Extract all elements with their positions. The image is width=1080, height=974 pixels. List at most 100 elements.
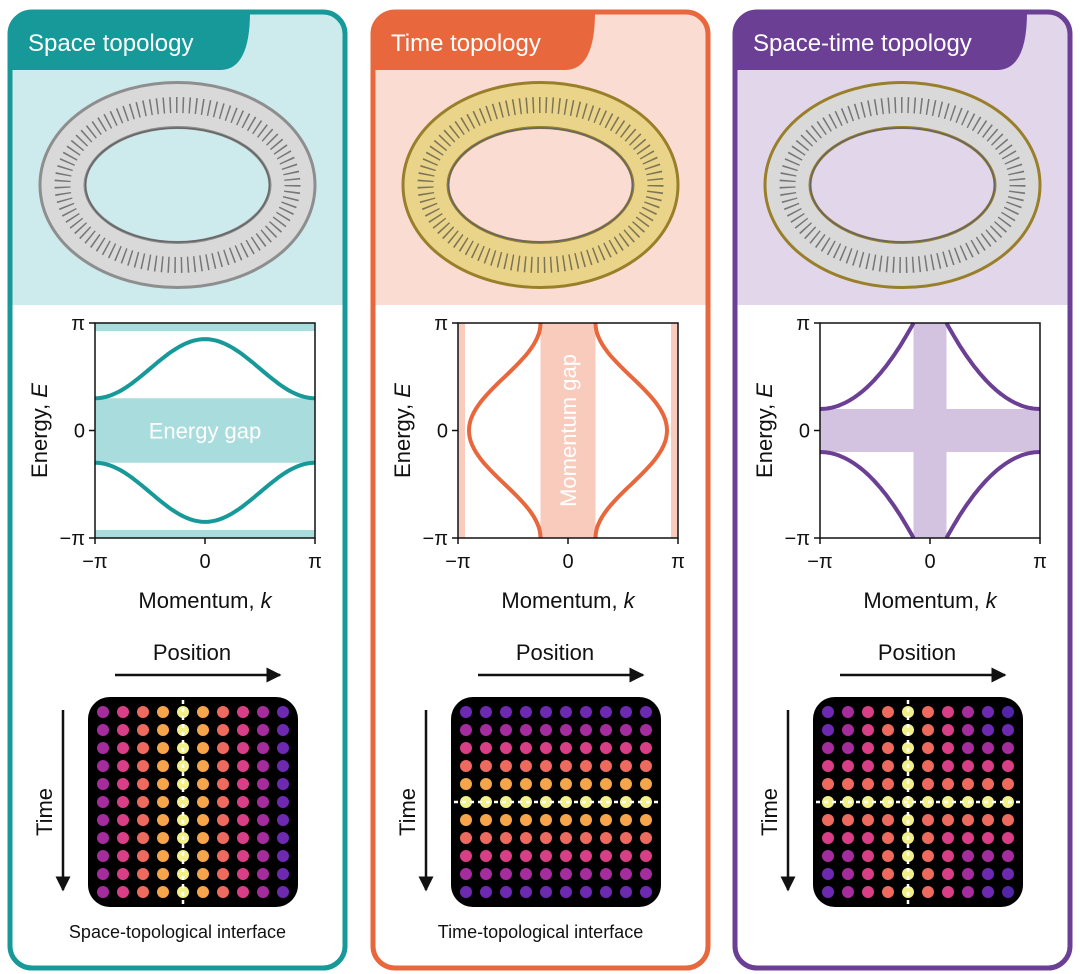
- lattice-dot: [560, 814, 572, 826]
- band-curve: [944, 450, 1041, 539]
- lattice-dot: [620, 778, 632, 790]
- lattice-dot: [257, 778, 269, 790]
- lattice-dot: [922, 832, 934, 844]
- y-axis-label: Energy, E: [390, 383, 415, 478]
- panel: Time topology Momentum gap π 0 −π−π 0 π Energy,…: [370, 9, 711, 971]
- lattice-dot: [157, 742, 169, 754]
- lattice-dot: [460, 706, 472, 718]
- lattice-dot: [217, 706, 229, 718]
- lattice-dot: [620, 814, 632, 826]
- band-curve: [944, 322, 1041, 411]
- lattice-dot: [982, 886, 994, 898]
- lattice-dot: [257, 832, 269, 844]
- ring-inner-edge: [809, 127, 996, 243]
- time-label: Time: [395, 788, 420, 836]
- lattice-dot: [137, 778, 149, 790]
- lattice-dot: [520, 760, 532, 772]
- lattice-dot: [480, 706, 492, 718]
- lattice-dot: [600, 814, 612, 826]
- lattice-dot: [560, 832, 572, 844]
- lattice-dot: [982, 814, 994, 826]
- x-label-text: Momentum,: [138, 588, 254, 613]
- lattice-dot: [580, 814, 592, 826]
- lattice-dot: [540, 886, 552, 898]
- lattice-dot: [237, 724, 249, 736]
- band-curve: [466, 322, 543, 539]
- lattice-dot: [822, 832, 834, 844]
- lattice-dot: [480, 886, 492, 898]
- lattice-dot: [177, 724, 189, 736]
- lattice-dot: [277, 850, 289, 862]
- y-label-text: Energy,: [752, 404, 777, 478]
- lattice-dot: [500, 724, 512, 736]
- ring-ticks: [54, 97, 301, 273]
- edge-shade: [458, 323, 465, 538]
- lattice-dot: [922, 706, 934, 718]
- lattice-dot: [982, 760, 994, 772]
- lattice-dot: [560, 778, 572, 790]
- lattice-dot: [822, 868, 834, 880]
- y-tick-label: 0: [74, 421, 85, 443]
- lattice-dot: [620, 706, 632, 718]
- x-label-var: k: [986, 588, 998, 613]
- lattice-dot: [640, 814, 652, 826]
- lattice-dot: [277, 814, 289, 826]
- position-label: Position: [878, 640, 956, 665]
- x-tick-label: 0: [924, 551, 935, 573]
- lattice-dot: [460, 742, 472, 754]
- lattice-dot: [862, 832, 874, 844]
- lattice-dot: [882, 814, 894, 826]
- lattice-dot: [137, 706, 149, 718]
- position-label: Position: [516, 640, 594, 665]
- x-label-var: k: [624, 588, 636, 613]
- panel: Space-time topology π 0 −π−π 0 π Energy, E Momen…: [732, 9, 1073, 971]
- lattice-dot: [97, 886, 109, 898]
- y-label-text: Energy,: [390, 404, 415, 478]
- lattice-dot: [237, 814, 249, 826]
- lattice-dot: [137, 868, 149, 880]
- lattice-dot: [277, 832, 289, 844]
- lattice-dot: [962, 850, 974, 862]
- band-curve: [819, 450, 916, 539]
- lattice-dot: [540, 742, 552, 754]
- lattice-dot: [560, 742, 572, 754]
- lattice-dot: [500, 832, 512, 844]
- lattice-dot: [520, 886, 532, 898]
- x-tick-label: −π: [445, 551, 470, 573]
- lattice-dot: [137, 850, 149, 862]
- lattice-dot: [500, 850, 512, 862]
- lattice-dot: [842, 760, 854, 772]
- lattice-dot: [137, 886, 149, 898]
- lattice-dot: [237, 850, 249, 862]
- lattice-dot: [500, 778, 512, 790]
- lattice-dot: [862, 868, 874, 880]
- y-tick-label: −π: [785, 528, 810, 550]
- lattice-dot: [600, 724, 612, 736]
- lattice-dot: [197, 778, 209, 790]
- lattice-dot: [480, 760, 492, 772]
- caption: Space-topological interface: [69, 922, 286, 942]
- lattice-dot: [620, 742, 632, 754]
- lattice-dot: [97, 706, 109, 718]
- lattice-dot: [277, 706, 289, 718]
- lattice-dot: [460, 814, 472, 826]
- x-tick-label: 0: [562, 551, 573, 573]
- position-label: Position: [153, 640, 231, 665]
- gap-shade: [95, 398, 315, 463]
- lattice-dot: [922, 868, 934, 880]
- lattice-dot: [157, 796, 169, 808]
- lattice-dot: [882, 832, 894, 844]
- ring-ticks: [417, 97, 664, 273]
- y-tick-label: −π: [60, 528, 85, 550]
- lattice-dot: [842, 778, 854, 790]
- lattice-dot: [882, 742, 894, 754]
- lattice-dot: [117, 706, 129, 718]
- lattice-dot: [982, 850, 994, 862]
- lattice-dot: [117, 868, 129, 880]
- x-label-var: k: [261, 588, 273, 613]
- lattice-dot: [902, 868, 914, 880]
- lattice-dot: [257, 706, 269, 718]
- title-tab: [735, 12, 1027, 70]
- lattice-dot: [882, 778, 894, 790]
- lattice-dot: [157, 868, 169, 880]
